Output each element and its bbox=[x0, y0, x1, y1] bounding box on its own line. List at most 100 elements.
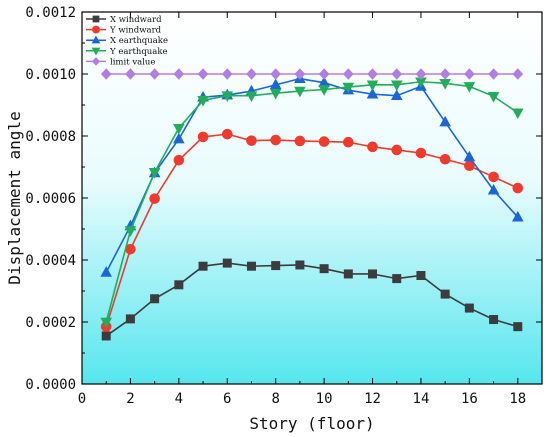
data-point bbox=[392, 274, 402, 284]
data-point bbox=[366, 87, 379, 99]
data-point bbox=[295, 260, 305, 270]
data-point bbox=[125, 68, 136, 80]
y-tick-labels: 0.0000 0.0002 0.0004 0.0006 0.0008 0.0010 0.00… bbox=[25, 5, 76, 393]
x-tick-label: 16 bbox=[461, 391, 478, 407]
x-tick-label: 10 bbox=[316, 391, 333, 407]
data-point bbox=[124, 226, 137, 237]
y-tick-label: 0.0004 bbox=[25, 253, 76, 269]
data-point bbox=[489, 315, 499, 325]
data-point bbox=[246, 261, 256, 271]
data-point bbox=[173, 123, 185, 135]
x-tick-labels: 0 2 4 6 8 10 12 14 16 18 bbox=[78, 391, 526, 407]
legend-marker bbox=[91, 35, 101, 44]
data-point bbox=[269, 88, 282, 100]
legend-marker bbox=[92, 15, 100, 23]
data-point bbox=[269, 78, 282, 90]
data-point bbox=[318, 85, 330, 96]
data-point bbox=[100, 266, 113, 277]
data-point bbox=[246, 135, 257, 146]
data-point bbox=[197, 96, 209, 107]
data-point bbox=[511, 108, 524, 120]
data-point bbox=[221, 91, 234, 102]
y-tick-label: 0.0008 bbox=[25, 129, 76, 145]
data-point bbox=[463, 82, 476, 93]
data-point bbox=[439, 68, 451, 80]
data-point bbox=[294, 135, 306, 147]
data-point bbox=[391, 144, 403, 156]
data-point bbox=[270, 68, 281, 80]
x-tick-label: 6 bbox=[223, 391, 231, 407]
data-point bbox=[464, 160, 475, 172]
x-tick-label: 18 bbox=[509, 391, 526, 407]
data-point bbox=[390, 80, 403, 92]
data-point bbox=[463, 150, 476, 162]
data-point bbox=[148, 167, 161, 179]
data-point bbox=[271, 261, 281, 271]
legend-item: Y earthquake bbox=[86, 47, 168, 57]
data-point bbox=[100, 68, 112, 80]
data-point bbox=[390, 89, 403, 100]
data-point bbox=[415, 147, 427, 159]
data-point bbox=[246, 68, 257, 80]
legend-marker bbox=[92, 57, 100, 66]
data-point bbox=[439, 79, 451, 90]
data-point bbox=[415, 68, 427, 80]
data-point bbox=[101, 331, 111, 341]
legend-label: X windward bbox=[110, 15, 162, 25]
series-3 bbox=[100, 77, 524, 329]
data-point bbox=[343, 136, 354, 148]
data-point bbox=[270, 134, 281, 146]
data-point bbox=[512, 182, 524, 194]
data-point bbox=[173, 154, 185, 166]
y-axis-title: Displacement angle bbox=[5, 111, 24, 284]
legend-item: X earthquake bbox=[86, 35, 168, 46]
plot-frame bbox=[81, 11, 543, 385]
series-2 bbox=[100, 72, 524, 277]
x-axis-title: Story (floor) bbox=[249, 414, 374, 433]
data-point bbox=[174, 280, 184, 290]
data-point bbox=[367, 141, 378, 153]
series-layer bbox=[100, 68, 524, 341]
data-point bbox=[343, 269, 353, 279]
data-point bbox=[222, 258, 232, 268]
legend-item: Y windward bbox=[86, 26, 162, 36]
y-tick-label: 0.0012 bbox=[25, 5, 76, 21]
data-point bbox=[464, 303, 474, 313]
data-point bbox=[439, 115, 451, 127]
legend-label: Y windward bbox=[109, 26, 162, 36]
data-point bbox=[149, 68, 160, 80]
data-point bbox=[318, 76, 330, 87]
legend-marker bbox=[92, 25, 100, 34]
x-tick-label: 4 bbox=[175, 391, 183, 407]
data-point bbox=[198, 261, 208, 271]
data-point bbox=[366, 80, 379, 92]
x-tick-label: 12 bbox=[364, 391, 381, 407]
data-point bbox=[367, 68, 378, 80]
data-point bbox=[294, 86, 306, 98]
data-point bbox=[318, 136, 330, 147]
data-point bbox=[173, 132, 185, 144]
data-point bbox=[464, 68, 475, 80]
data-point bbox=[149, 193, 160, 204]
legend-label: Y earthquake bbox=[109, 47, 168, 57]
series-line bbox=[105, 80, 519, 323]
y-tick-label: 0.0000 bbox=[25, 377, 76, 393]
data-point bbox=[173, 68, 185, 80]
legend-item: X windward bbox=[86, 15, 162, 25]
data-point bbox=[245, 91, 258, 102]
data-point bbox=[368, 269, 378, 279]
series-4 bbox=[100, 68, 524, 80]
data-point bbox=[511, 210, 524, 222]
data-point bbox=[487, 92, 500, 103]
data-point bbox=[391, 68, 403, 80]
series-0 bbox=[101, 258, 523, 341]
data-point bbox=[513, 322, 523, 332]
data-point bbox=[125, 314, 135, 324]
data-point bbox=[488, 171, 499, 183]
data-point bbox=[440, 289, 450, 299]
data-point bbox=[342, 82, 355, 94]
data-point bbox=[197, 131, 209, 143]
data-point bbox=[125, 243, 136, 255]
y-tick-label: 0.0010 bbox=[25, 67, 76, 83]
